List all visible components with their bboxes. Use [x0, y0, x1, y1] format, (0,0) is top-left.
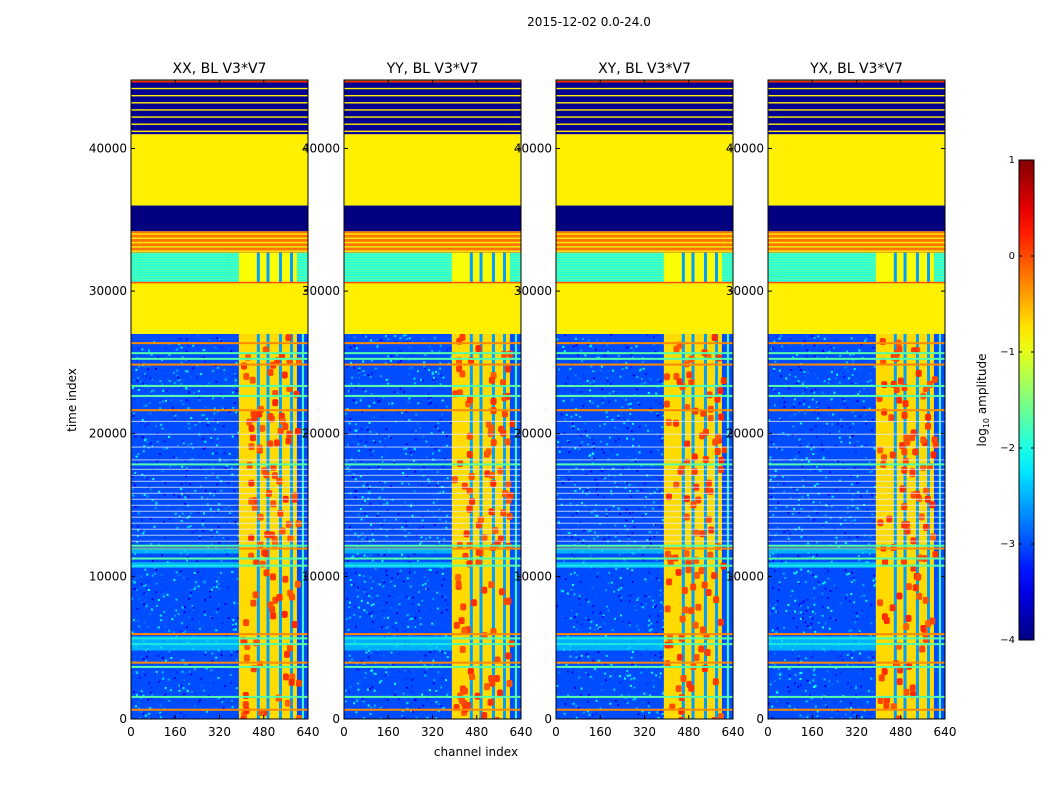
y-tick-label: 10000 — [302, 569, 340, 583]
region-low-block — [344, 205, 521, 232]
panels-group: XX, BL V3*V7 0 160 320 480 640 0 10000 20000 3000… — [89, 61, 957, 739]
y-tick-label: 40000 — [302, 141, 340, 155]
panel-title: YX, BL V3*V7 — [809, 61, 903, 77]
panel-title: YY, BL V3*V7 — [386, 61, 479, 77]
x-tick-label: 0 — [127, 725, 135, 739]
y-tick-label: 10000 — [514, 569, 552, 583]
x-tick-label: 480 — [889, 725, 912, 739]
heatmap-image — [556, 80, 733, 719]
heatmap-image — [131, 80, 308, 719]
panel-xy: XY, BL V3*V7 0 160 320 480 640 0 10000 20000 3000… — [514, 61, 745, 739]
y-tick-label: 30000 — [726, 284, 764, 298]
x-tick-label: 640 — [510, 725, 533, 739]
colorbar-label-sub: 10 — [982, 418, 991, 428]
region-flagged-block — [344, 282, 521, 334]
heatmap-image — [344, 80, 521, 719]
panel-title: XX, BL V3*V7 — [173, 61, 267, 77]
x-tick-label: 480 — [465, 725, 488, 739]
y-tick-label: 30000 — [514, 284, 552, 298]
y-tick-label: 0 — [756, 712, 764, 726]
x-tick-label: 0 — [764, 725, 772, 739]
y-tick-label: 40000 — [726, 141, 764, 155]
region-flagged-block — [131, 282, 308, 334]
colorbar-tick-label: −4 — [1000, 635, 1015, 646]
x-tick-label: 160 — [801, 725, 824, 739]
x-tick-label: 640 — [722, 725, 745, 739]
heatmap-image — [768, 80, 945, 719]
region-flagged-block — [344, 134, 521, 206]
panel-yx: YX, BL V3*V7 0 160 320 480 640 0 10000 20000 3000… — [726, 61, 957, 739]
y-tick-label: 20000 — [514, 427, 552, 441]
region-low-block — [556, 205, 733, 232]
y-tick-label: 10000 — [726, 569, 764, 583]
x-tick-label: 320 — [845, 725, 868, 739]
colorbar-tick-label: −2 — [1000, 443, 1015, 454]
y-tick-label: 20000 — [726, 427, 764, 441]
y-tick-label: 0 — [544, 712, 552, 726]
y-tick-label: 10000 — [89, 569, 127, 583]
y-tick-label: 20000 — [302, 427, 340, 441]
region-low-block — [131, 205, 308, 232]
region-flagged-block — [556, 282, 733, 334]
x-axis-label: channel index — [434, 745, 518, 759]
x-tick-label: 640 — [297, 725, 320, 739]
y-tick-label: 30000 — [302, 284, 340, 298]
x-tick-label: 0 — [552, 725, 560, 739]
y-tick-label: 0 — [119, 712, 127, 726]
x-tick-label: 320 — [421, 725, 444, 739]
x-tick-label: 480 — [252, 725, 275, 739]
y-tick-label: 20000 — [89, 427, 127, 441]
panel-yy: YY, BL V3*V7 0 160 320 480 640 0 10000 20000 3000… — [302, 61, 533, 739]
region-low-block — [768, 205, 945, 232]
x-tick-label: 320 — [633, 725, 656, 739]
y-axis-label: time index — [65, 368, 79, 432]
panel-title: XY, BL V3*V7 — [598, 61, 691, 77]
colorbar-tick-label: −3 — [1000, 539, 1015, 550]
x-tick-label: 640 — [934, 725, 957, 739]
region-flagged-block — [768, 282, 945, 334]
x-tick-label: 160 — [377, 725, 400, 739]
x-tick-label: 160 — [164, 725, 187, 739]
colorbar-label-rest: amplitude — [975, 354, 989, 418]
y-tick-label: 40000 — [514, 141, 552, 155]
colorbar-tick-label: 1 — [1009, 155, 1015, 166]
region-flagged-block — [556, 134, 733, 206]
y-tick-label: 30000 — [89, 284, 127, 298]
x-tick-label: 320 — [208, 725, 231, 739]
colorbar-label-log: log — [975, 428, 989, 446]
colorbar-tick-label: 0 — [1009, 251, 1015, 262]
y-tick-label: 40000 — [89, 141, 127, 155]
figure-title: 2015-12-02 0.0-24.0 — [527, 15, 651, 29]
panel-xx: XX, BL V3*V7 0 160 320 480 640 0 10000 20000 3000… — [89, 61, 320, 739]
region-flagged-block — [131, 134, 308, 206]
colorbar-gradient — [1018, 159, 1035, 641]
colorbar-tick-label: −1 — [1000, 347, 1015, 358]
x-tick-label: 480 — [677, 725, 700, 739]
x-tick-label: 160 — [589, 725, 612, 739]
x-tick-label: 0 — [340, 725, 348, 739]
region-flagged-block — [768, 134, 945, 206]
y-tick-label: 0 — [332, 712, 340, 726]
colorbar-label: log10 amplitude — [975, 354, 991, 447]
